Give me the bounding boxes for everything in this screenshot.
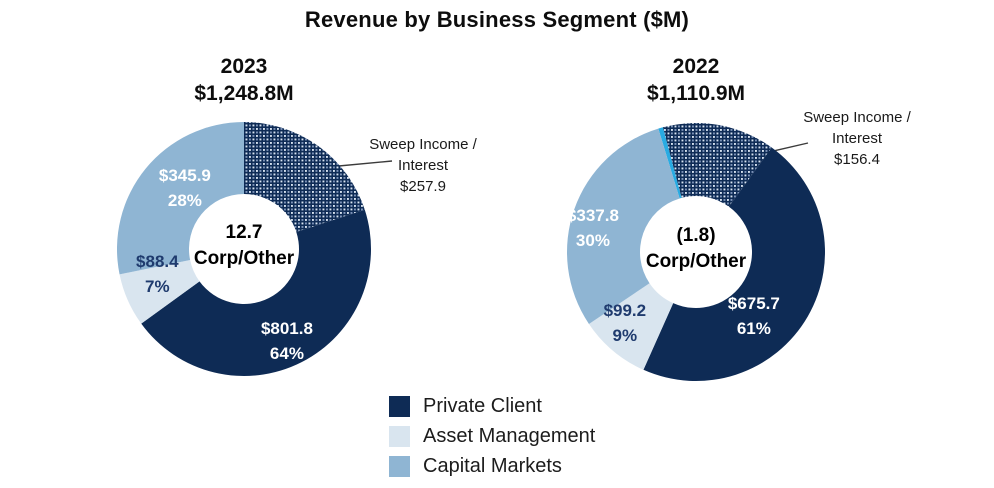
pie-segment-sweep-income-interest [662,123,772,207]
annotation-line: $257.9 [400,178,446,195]
chart-header-2023: 2023 $1,248.8M [124,53,364,107]
slice-label-capital-markets: $337.8 30% [566,206,619,251]
pie-segment-sweep-income-interest [244,122,365,233]
legend-swatch-asset-management [389,426,410,447]
legend-swatch-capital-markets [389,456,410,477]
pie-segment-capital-markets [567,128,680,324]
sweep-annotation-2022: Sweep Income / Interest $156.4 [767,107,947,170]
slice-label-capital-markets: $345.9 28% [158,165,211,210]
legend-item-capital-markets: Capital Markets [389,456,595,477]
total-label: $1,248.8M [194,82,294,105]
legend-label: Private Client [423,395,542,417]
pie-segment-private-client [141,209,371,376]
pie-segment-asset-management [119,259,200,324]
annotation-line: Interest [831,130,883,147]
pie-segment-capital-markets [117,122,244,275]
center-label-corp-other: (1.8) Corp/Other [645,225,747,272]
legend-label: Capital Markets [423,455,562,477]
donut-svg-2023 [117,122,371,376]
pie-segment-asset-management [588,283,674,370]
legend-item-asset-management: Asset Management [389,426,595,447]
annotation-line: Interest [397,157,449,174]
legend: Private Client Asset Management Capital … [389,396,595,486]
pie-segment-private-client [643,147,825,381]
annotation-line: Sweep Income / [803,109,911,126]
slice-label-asset-management: $99.2 9% [603,301,647,346]
donut-svg-2022 [567,123,825,381]
legend-label: Asset Management [423,425,596,447]
center-label-corp-other: 12.7 Corp/Other [193,222,295,269]
legend-item-private-client: Private Client [389,396,595,417]
total-label: $1,110.9M [646,82,746,105]
slice-label-private-client: $801.8 64% [260,319,313,364]
annotation-line: Sweep Income / [369,136,477,153]
sweep-annotation-2023: Sweep Income / Interest $257.9 [333,134,513,197]
chart-header-2022: 2022 $1,110.9M [576,53,816,107]
year-label: 2023 [220,55,268,78]
slice-label-asset-management: $88.4 7% [136,251,179,296]
pie-segment-corp-other-sliver [658,127,682,199]
slice-label-private-client: $675.7 61% [727,294,780,339]
annotation-line: $156.4 [834,151,880,168]
legend-swatch-private-client [389,396,410,417]
year-label: 2022 [672,55,720,78]
chart-title: Revenue by Business Segment ($M) [304,7,690,32]
